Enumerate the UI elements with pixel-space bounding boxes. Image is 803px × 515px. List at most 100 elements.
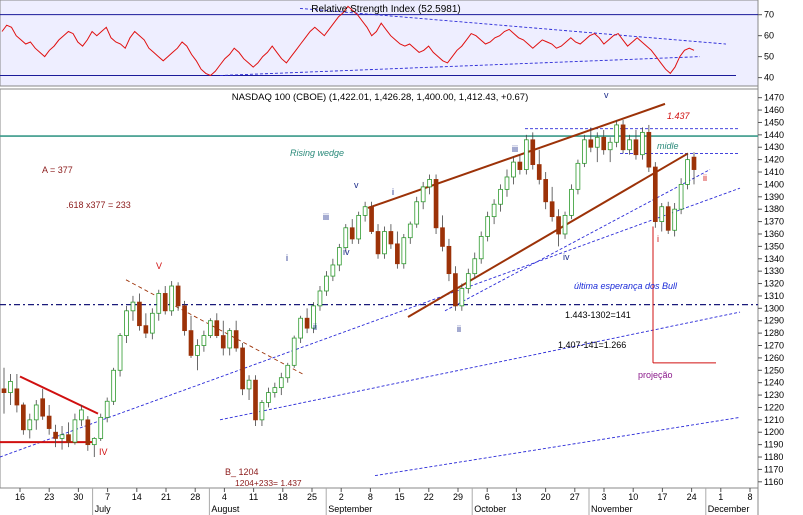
candle-body [665,206,671,231]
price-y-tick-label: 1410 [764,167,784,177]
candle-body [130,301,136,312]
rsi-y-tick-label: 40 [764,73,774,83]
candle-body [562,214,568,235]
candle-body [298,317,303,339]
x-tick-label: 23 [44,492,54,502]
wave-iv-1: iv [343,247,350,257]
price-y-tick-label: 1470 [764,93,784,103]
x-tick-label: 21 [161,492,171,502]
candle-body [382,231,387,255]
candle-body [556,216,561,235]
x-tick-label: 8 [747,492,752,502]
price-y-tick-label: 1430 [764,142,784,152]
price-panel-bg [0,88,759,489]
candle-body [59,434,65,439]
price-y-tick-label: 1400 [764,179,784,189]
candle-body [691,156,697,170]
candle-body [27,419,33,431]
candle-body [569,188,574,216]
candle-body [420,186,426,203]
candle-body [220,335,226,349]
annot-fib: .618 x377 = 233 [66,200,131,210]
x-tick-label: 4 [222,492,227,502]
candle-body [72,419,78,443]
candle-body [646,131,652,168]
candle-body [349,227,355,240]
candle-body [8,381,13,393]
candle-body [324,275,329,292]
x-tick-label: 29 [453,492,463,502]
candle-body [401,237,407,265]
price-y-tick-label: 1370 [764,217,784,227]
candle-body [208,320,213,336]
candle-body [614,124,619,143]
grid [0,14,758,77]
red-trend-line [19,375,99,415]
month-label: October [474,504,506,514]
candle-body [427,179,432,188]
candle-body [343,227,349,249]
wave-ii-1: ii [313,322,317,332]
candle-body [543,179,549,203]
price-y-tick-label: 1450 [764,117,784,127]
candle-body [53,431,58,439]
candle-body [66,434,71,443]
candle-body [111,369,116,402]
candle-body [137,301,142,327]
channel-line-1 [0,187,741,458]
candle-body [485,216,490,237]
annot-rising: Rising wedge [290,148,344,158]
price-y-tick-label: 1210 [764,415,784,425]
rsi-y-tick-label: 50 [764,52,774,62]
candle-body [640,131,645,156]
x-tick-label: 18 [278,492,288,502]
x-tick-label: 28 [190,492,200,502]
rsi-series-line [1,5,695,77]
candle-body [117,335,123,371]
candles [1,119,697,458]
candle-body [375,231,381,255]
wave-iv-2: iv [563,252,570,262]
candle-body [575,162,581,190]
x-tick-label: 6 [485,492,490,502]
axis-ticks: 1160117011801190120012101220123012401250… [15,10,784,515]
candle-body [304,317,310,329]
candle-body [46,415,52,429]
candle-body [433,179,439,229]
candle-body [627,139,632,151]
candle-body [40,398,46,417]
x-tick-label: 7 [105,492,110,502]
x-tick-label: 2 [339,492,344,502]
price-y-tick-label: 1260 [764,353,784,363]
candle-body [362,206,368,216]
candle-body [517,161,523,170]
x-tick-label: 24 [687,492,697,502]
candle-body [98,416,104,439]
annot-b1204: B_ 1204 [225,467,259,477]
candle-body [91,438,97,446]
rsi-lower-trend [219,56,701,76]
channel-line-3 [374,416,741,477]
candle-body [388,231,394,245]
price-y-tick-label: 1380 [764,204,784,214]
candle-body [188,330,194,356]
candle-body [14,388,20,406]
candle-body [446,245,452,275]
x-tick-label: 1 [718,492,723,502]
candle-body [259,402,265,421]
wave-v-2: v [604,90,609,100]
candle-body [336,247,342,266]
price-y-tick-label: 1350 [764,241,784,251]
candle-body [601,136,607,151]
price-y-tick-label: 1310 [764,291,784,301]
rsi-y-tick-label: 70 [764,10,774,20]
price-y-tick-label: 1240 [764,378,784,388]
wave-V: V [156,261,162,271]
candle-body [33,404,39,421]
annot-1437: 1.437 [667,111,691,121]
wave-ii-3: ii [703,173,707,183]
candle-body [162,293,168,312]
candle-body [453,273,458,307]
price-y-tick-label: 1460 [764,105,784,115]
